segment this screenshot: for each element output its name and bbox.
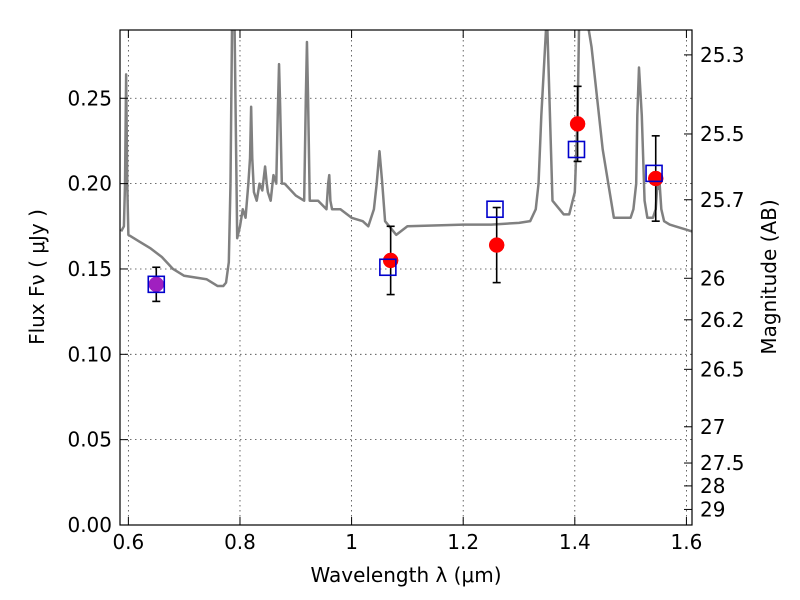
x-tick-label: 1.6 [671,530,703,554]
synthetic-point [567,140,586,159]
observed-point [382,252,399,269]
y2-tick-label: 26 [700,266,725,290]
x-tick-label: 0.6 [112,530,144,554]
y2-tick-label: 26.2 [700,308,745,332]
y2-tick-label: 27 [700,415,725,439]
y2-tick-label: 29 [700,497,725,521]
plot-frame [119,29,693,526]
y-tick-label: 0.20 [67,172,112,196]
y-tick-label: 0.05 [67,428,112,452]
x-tick-label: 0.8 [224,530,256,554]
y2-tick-label: 25.5 [700,122,745,146]
y-axis-label: Flux Fν ( μJy ) [25,209,49,345]
y-tick-label: 0.15 [67,257,112,281]
data-layer [120,30,692,303]
y2-tick-label: 27.5 [700,451,745,475]
y-tick-label: 0.00 [67,513,112,537]
observed-point [148,276,165,293]
y2-tick-label: 26.5 [700,357,745,381]
y-tick-label: 0.25 [67,86,112,110]
observed-point [488,237,505,253]
synthetic-point [486,200,504,219]
observed-point [569,116,586,132]
synthetic-point [379,258,397,277]
x-tick-label: 1.4 [559,530,591,554]
x-axis-label: Wavelength λ (μm) [310,563,501,587]
x-tick-label: 1.2 [447,530,479,554]
tick-layer: 0.6 0.8 1 1.2 1.4 1.6 0.00 0.05 0.10 0.15 0.20 0.25… [67,30,745,554]
x-tick-label: 1 [345,530,358,554]
y2-axis-label: Magnitude (AB) [757,199,781,354]
synthetic-point [147,275,166,294]
y2-tick-label: 25.3 [700,43,745,67]
y2-tick-label: 28 [700,474,725,498]
synthetic-point [645,164,663,183]
y2-tick-label: 25.7 [700,188,745,212]
y-tick-label: 0.10 [67,342,112,366]
observed-point [647,170,664,187]
plot-background [120,30,692,525]
model-spectrum-line [120,30,692,288]
